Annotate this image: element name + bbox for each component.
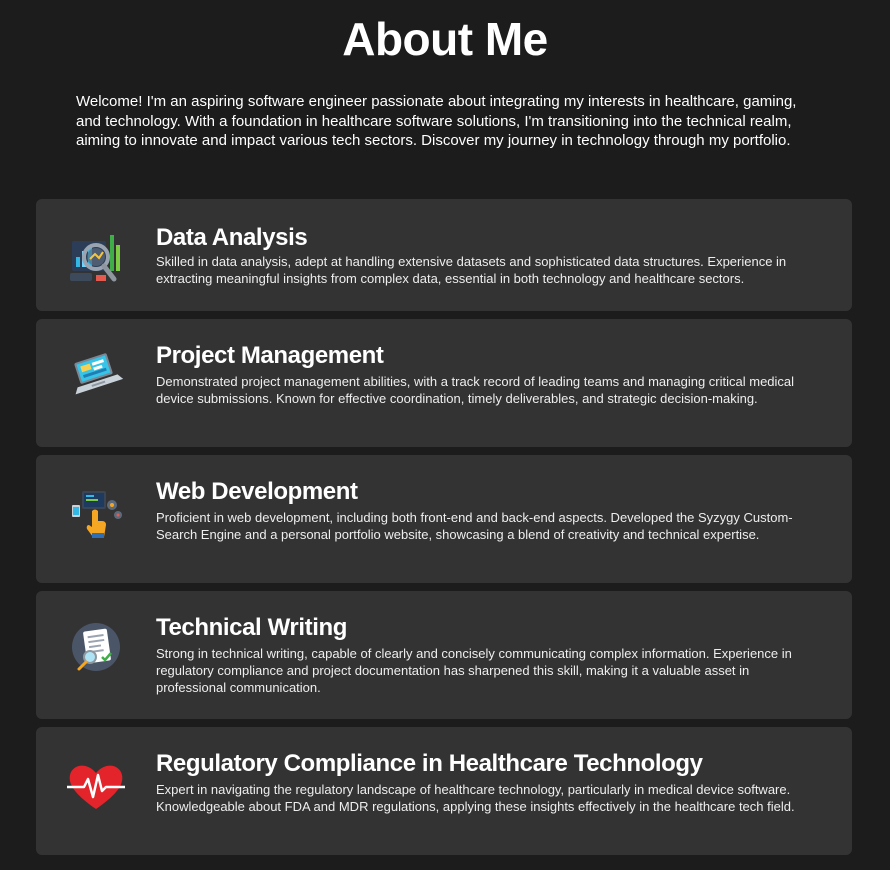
- intro-text: Welcome! I'm an aspiring software engine…: [76, 93, 797, 149]
- card-title: Project Management: [156, 342, 384, 369]
- card-description: Strong in technical writing, capable of …: [156, 646, 792, 695]
- document-icon: [66, 617, 126, 677]
- data-analysis-icon: [66, 227, 126, 287]
- card-description: Proficient in web development, including…: [156, 510, 793, 542]
- card-title: Regulatory Compliance in Healthcare Tech…: [156, 750, 703, 777]
- laptop-icon: [66, 343, 126, 403]
- card-description: Demonstrated project management abilitie…: [156, 374, 795, 406]
- skill-card-technical-writing: Technical Writing Strong in technical wr…: [36, 591, 852, 719]
- card-title: Data Analysis: [156, 224, 308, 251]
- skill-card-regulatory-compliance: Regulatory Compliance in Healthcare Tech…: [36, 727, 852, 855]
- web-development-icon: [66, 483, 126, 543]
- heartbeat-icon: [66, 757, 126, 817]
- card-description: Skilled in data analysis, adept at handl…: [156, 254, 787, 286]
- skill-card-data-analysis: Data Analysis Skilled in data analysis, …: [36, 199, 852, 311]
- card-title: Technical Writing: [156, 614, 348, 641]
- card-description: Expert in navigating the regulatory land…: [156, 782, 795, 814]
- skill-card-project-management: Project Management Demonstrated project …: [36, 319, 852, 447]
- page-title: About Me: [342, 13, 548, 65]
- card-title: Web Development: [156, 478, 358, 505]
- skill-card-web-development: Web Development Proficient in web develo…: [36, 455, 852, 583]
